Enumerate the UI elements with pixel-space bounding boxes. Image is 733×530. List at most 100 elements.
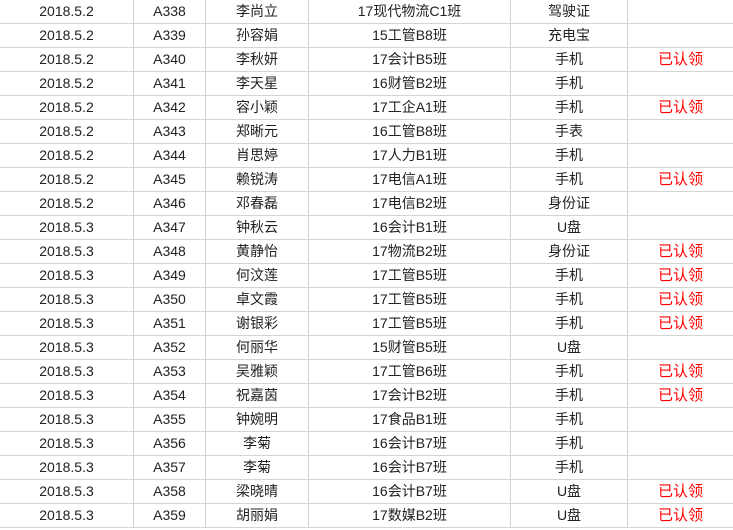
- item-cell[interactable]: U盘: [510, 215, 628, 240]
- id-cell[interactable]: A349: [133, 263, 206, 288]
- name-cell[interactable]: 李秋妍: [205, 47, 309, 72]
- date-cell[interactable]: 2018.5.2: [0, 47, 134, 72]
- id-cell[interactable]: A346: [133, 191, 206, 216]
- item-cell[interactable]: 手机: [510, 95, 628, 120]
- date-cell[interactable]: 2018.5.2: [0, 119, 134, 144]
- name-cell[interactable]: 李尚立: [205, 0, 309, 24]
- status-cell[interactable]: [627, 143, 733, 168]
- name-cell[interactable]: 何汶莲: [205, 263, 309, 288]
- class-cell[interactable]: 17物流B2班: [308, 239, 511, 264]
- class-cell[interactable]: 17工管B5班: [308, 311, 511, 336]
- item-cell[interactable]: U盘: [510, 335, 628, 360]
- item-cell[interactable]: 手机: [510, 287, 628, 312]
- id-cell[interactable]: A343: [133, 119, 206, 144]
- status-cell[interactable]: [627, 431, 733, 456]
- status-cell[interactable]: 已认领: [627, 311, 733, 336]
- status-cell[interactable]: 已认领: [627, 479, 733, 504]
- name-cell[interactable]: 邓春磊: [205, 191, 309, 216]
- class-cell[interactable]: 16会计B7班: [308, 455, 511, 480]
- item-cell[interactable]: 手机: [510, 455, 628, 480]
- item-cell[interactable]: 手表: [510, 119, 628, 144]
- item-cell[interactable]: 身份证: [510, 239, 628, 264]
- item-cell[interactable]: 驾驶证: [510, 0, 628, 24]
- id-cell[interactable]: A350: [133, 287, 206, 312]
- date-cell[interactable]: 2018.5.2: [0, 191, 134, 216]
- date-cell[interactable]: 2018.5.2: [0, 71, 134, 96]
- name-cell[interactable]: 李天星: [205, 71, 309, 96]
- name-cell[interactable]: 谢银彩: [205, 311, 309, 336]
- date-cell[interactable]: 2018.5.3: [0, 455, 134, 480]
- name-cell[interactable]: 李菊: [205, 455, 309, 480]
- item-cell[interactable]: 手机: [510, 359, 628, 384]
- name-cell[interactable]: 肖思婷: [205, 143, 309, 168]
- class-cell[interactable]: 17会计B5班: [308, 47, 511, 72]
- id-cell[interactable]: A352: [133, 335, 206, 360]
- id-cell[interactable]: A357: [133, 455, 206, 480]
- date-cell[interactable]: 2018.5.3: [0, 431, 134, 456]
- class-cell[interactable]: 17工管B6班: [308, 359, 511, 384]
- id-cell[interactable]: A348: [133, 239, 206, 264]
- name-cell[interactable]: 钟秋云: [205, 215, 309, 240]
- date-cell[interactable]: 2018.5.3: [0, 335, 134, 360]
- item-cell[interactable]: 手机: [510, 71, 628, 96]
- status-cell[interactable]: [627, 119, 733, 144]
- item-cell[interactable]: 手机: [510, 407, 628, 432]
- class-cell[interactable]: 17工管B5班: [308, 263, 511, 288]
- class-cell[interactable]: 17数媒B2班: [308, 503, 511, 528]
- class-cell[interactable]: 16会计B1班: [308, 215, 511, 240]
- status-cell[interactable]: [627, 215, 733, 240]
- item-cell[interactable]: 手机: [510, 47, 628, 72]
- date-cell[interactable]: 2018.5.3: [0, 359, 134, 384]
- class-cell[interactable]: 17电信A1班: [308, 167, 511, 192]
- status-cell[interactable]: [627, 455, 733, 480]
- id-cell[interactable]: A359: [133, 503, 206, 528]
- class-cell[interactable]: 17食品B1班: [308, 407, 511, 432]
- date-cell[interactable]: 2018.5.2: [0, 0, 134, 24]
- class-cell[interactable]: 16财管B2班: [308, 71, 511, 96]
- name-cell[interactable]: 郑晰元: [205, 119, 309, 144]
- date-cell[interactable]: 2018.5.2: [0, 23, 134, 48]
- date-cell[interactable]: 2018.5.3: [0, 287, 134, 312]
- item-cell[interactable]: 手机: [510, 383, 628, 408]
- date-cell[interactable]: 2018.5.2: [0, 95, 134, 120]
- name-cell[interactable]: 梁晓晴: [205, 479, 309, 504]
- name-cell[interactable]: 黄静怡: [205, 239, 309, 264]
- date-cell[interactable]: 2018.5.3: [0, 383, 134, 408]
- name-cell[interactable]: 吴雅颖: [205, 359, 309, 384]
- date-cell[interactable]: 2018.5.3: [0, 263, 134, 288]
- status-cell[interactable]: 已认领: [627, 383, 733, 408]
- status-cell[interactable]: [627, 191, 733, 216]
- status-cell[interactable]: [627, 23, 733, 48]
- status-cell[interactable]: [627, 407, 733, 432]
- id-cell[interactable]: A345: [133, 167, 206, 192]
- date-cell[interactable]: 2018.5.3: [0, 407, 134, 432]
- item-cell[interactable]: 手机: [510, 263, 628, 288]
- id-cell[interactable]: A339: [133, 23, 206, 48]
- status-cell[interactable]: 已认领: [627, 95, 733, 120]
- status-cell[interactable]: 已认领: [627, 47, 733, 72]
- class-cell[interactable]: 17会计B2班: [308, 383, 511, 408]
- class-cell[interactable]: 16工管B8班: [308, 119, 511, 144]
- class-cell[interactable]: 17现代物流C1班: [308, 0, 511, 24]
- status-cell[interactable]: [627, 335, 733, 360]
- name-cell[interactable]: 何丽华: [205, 335, 309, 360]
- status-cell[interactable]: [627, 0, 733, 24]
- id-cell[interactable]: A341: [133, 71, 206, 96]
- id-cell[interactable]: A353: [133, 359, 206, 384]
- item-cell[interactable]: 充电宝: [510, 23, 628, 48]
- name-cell[interactable]: 孙容娟: [205, 23, 309, 48]
- item-cell[interactable]: 手机: [510, 143, 628, 168]
- date-cell[interactable]: 2018.5.2: [0, 143, 134, 168]
- date-cell[interactable]: 2018.5.3: [0, 479, 134, 504]
- date-cell[interactable]: 2018.5.3: [0, 311, 134, 336]
- name-cell[interactable]: 李菊: [205, 431, 309, 456]
- status-cell[interactable]: 已认领: [627, 239, 733, 264]
- id-cell[interactable]: A356: [133, 431, 206, 456]
- id-cell[interactable]: A355: [133, 407, 206, 432]
- class-cell[interactable]: 16会计B7班: [308, 479, 511, 504]
- id-cell[interactable]: A338: [133, 0, 206, 24]
- status-cell[interactable]: [627, 71, 733, 96]
- id-cell[interactable]: A347: [133, 215, 206, 240]
- id-cell[interactable]: A340: [133, 47, 206, 72]
- status-cell[interactable]: 已认领: [627, 359, 733, 384]
